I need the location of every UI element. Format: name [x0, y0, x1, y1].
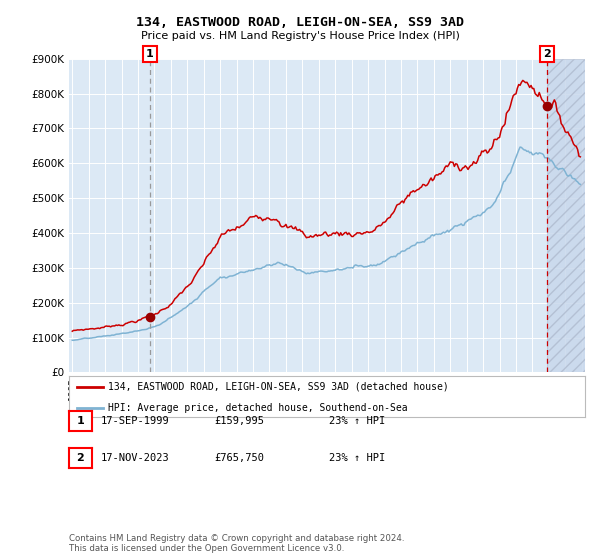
Text: Contains HM Land Registry data © Crown copyright and database right 2024.
This d: Contains HM Land Registry data © Crown c… — [69, 534, 404, 553]
Text: 2: 2 — [543, 49, 551, 59]
Text: 17-NOV-2023: 17-NOV-2023 — [101, 453, 170, 463]
Text: 1: 1 — [77, 416, 84, 426]
Text: £765,750: £765,750 — [215, 453, 265, 463]
Text: £159,995: £159,995 — [215, 416, 265, 426]
Text: 2: 2 — [77, 453, 84, 463]
Text: 17-SEP-1999: 17-SEP-1999 — [101, 416, 170, 426]
Text: 134, EASTWOOD ROAD, LEIGH-ON-SEA, SS9 3AD: 134, EASTWOOD ROAD, LEIGH-ON-SEA, SS9 3A… — [136, 16, 464, 29]
Text: 134, EASTWOOD ROAD, LEIGH-ON-SEA, SS9 3AD (detached house): 134, EASTWOOD ROAD, LEIGH-ON-SEA, SS9 3A… — [108, 381, 448, 391]
Text: HPI: Average price, detached house, Southend-on-Sea: HPI: Average price, detached house, Sout… — [108, 403, 407, 413]
Text: 23% ↑ HPI: 23% ↑ HPI — [329, 416, 385, 426]
Text: 23% ↑ HPI: 23% ↑ HPI — [329, 453, 385, 463]
Text: Price paid vs. HM Land Registry's House Price Index (HPI): Price paid vs. HM Land Registry's House … — [140, 31, 460, 41]
Bar — [547, 59, 590, 372]
Text: 1: 1 — [146, 49, 154, 59]
